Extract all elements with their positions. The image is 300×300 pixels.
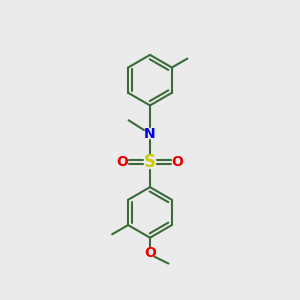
Text: N: N xyxy=(144,127,156,141)
Text: S: S xyxy=(144,153,156,171)
Text: O: O xyxy=(171,155,183,169)
Text: O: O xyxy=(144,246,156,260)
Text: O: O xyxy=(117,155,129,169)
